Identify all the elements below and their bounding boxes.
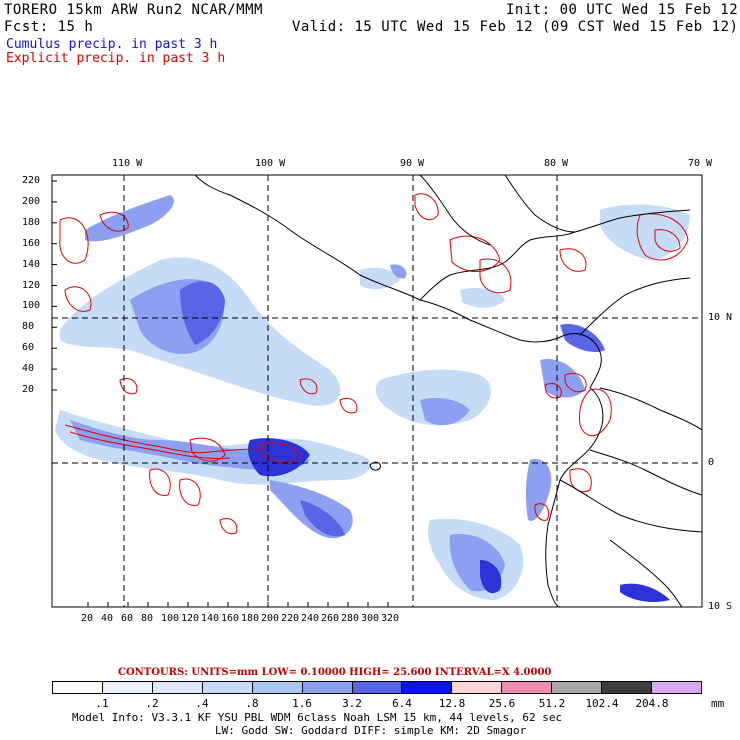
x-tick-label: 160: [221, 613, 240, 624]
x-tick-label: 40: [101, 613, 114, 624]
colorbar-swatch: [352, 682, 403, 693]
y-tick-label: 160: [22, 237, 41, 249]
x-tick-label: 60: [121, 613, 134, 624]
x-tick-label: 280: [341, 613, 360, 624]
colorbar-tick-label: 51.2: [538, 697, 566, 710]
x-tick-label: 300: [361, 613, 380, 624]
legend-explicit: Explicit precip. in past 3 h: [6, 51, 226, 66]
colorbar-units: mm: [711, 697, 725, 710]
y-tick-label: 60: [22, 342, 35, 354]
lat-label-0: 0: [708, 457, 715, 468]
colorbar-swatch: [402, 682, 453, 693]
x-tick-label: 200: [261, 613, 280, 624]
y-tick-label: 20: [22, 384, 35, 395]
contours-info: CONTOURS: UNITS=mm LOW= 0.10000 HIGH= 25…: [118, 667, 552, 678]
x-tick-label: 100: [161, 613, 180, 624]
lon-label-100w: 100 W: [255, 158, 286, 169]
colorbar-tick-label: 1.6: [292, 697, 312, 710]
x-tick-label: 20: [81, 613, 94, 624]
colorbar-swatch: [602, 682, 653, 693]
colorbar-swatch: [302, 682, 353, 693]
colorbar-tick-label: 204.8: [635, 697, 669, 710]
x-tick-label: 220: [281, 613, 300, 624]
colorbar-swatch: [452, 682, 503, 693]
colorbar-swatch: [152, 682, 203, 693]
model-info-line1: Model Info: V3.3.1 KF YSU PBL WDM 6class…: [72, 711, 563, 724]
colorbar-swatch: [252, 682, 303, 693]
colorbar-tick-label: .8: [245, 697, 259, 710]
y-tick-label: 40: [22, 363, 35, 375]
precip-colorbar: [52, 681, 702, 694]
forecast-hour: Fcst: 15 h: [4, 19, 94, 35]
model-info-line2: LW: Godd SW: Goddard DIFF: simple KM: 2D…: [215, 724, 527, 737]
lat-label-10n: 10 N: [708, 312, 733, 323]
run-title: TORERO 15km ARW Run2 NCAR/MMM: [4, 2, 263, 18]
y-tick-label: 140: [22, 258, 41, 270]
colorbar-tick-label: .2: [145, 697, 159, 710]
colorbar-swatch: [502, 682, 553, 693]
lon-label-110w: 110 W: [112, 158, 143, 169]
y-tick-label: 100: [22, 300, 41, 312]
colorbar-swatch: [652, 682, 701, 693]
x-tick-label: 320: [381, 613, 400, 624]
latlon-grid: [52, 175, 702, 607]
explicit-precip-contours: [59, 193, 689, 535]
x-tick-label: 260: [321, 613, 340, 624]
y-tick-label: 220: [22, 175, 41, 186]
colorbar-tick-label: 25.6: [488, 697, 516, 710]
y-axis-ticks: [52, 180, 57, 391]
legend-cumulus: Cumulus precip. in past 3 h: [6, 37, 218, 52]
x-tick-label: 120: [181, 613, 200, 624]
colorbar-tick-label: .4: [195, 697, 209, 710]
lat-label-10s: 10 S: [708, 601, 733, 612]
coastlines: [194, 175, 702, 607]
y-tick-label: 120: [22, 279, 41, 291]
y-tick-label: 200: [22, 195, 41, 207]
x-tick-label: 180: [241, 613, 260, 624]
colorbar-tick-label: 3.2: [342, 697, 362, 710]
colorbar-tick-label: 6.4: [392, 697, 412, 710]
colorbar-swatch: [202, 682, 253, 693]
colorbar-swatch: [102, 682, 153, 693]
map-frame: [51, 174, 703, 608]
init-time: Init: 00 UTC Wed 15 Feb 12: [506, 2, 739, 18]
colorbar-tick-label: 12.8: [438, 697, 466, 710]
lon-label-70w: 70 W: [688, 158, 713, 169]
colorbar-tick-label: .1: [95, 697, 109, 710]
colorbar-swatch: [53, 682, 103, 693]
y-tick-label: 180: [22, 216, 41, 228]
x-tick-label: 240: [301, 613, 320, 624]
lon-label-90w: 90 W: [400, 158, 425, 169]
y-tick-label: 80: [22, 321, 35, 333]
x-tick-label: 140: [201, 613, 220, 624]
cumulus-precip-field: [55, 195, 690, 603]
colorbar-swatch: [552, 682, 603, 693]
lon-label-80w: 80 W: [544, 158, 569, 169]
x-axis-ticks: [87, 602, 389, 607]
colorbar-tick-label: 102.4: [585, 697, 619, 710]
x-tick-label: 80: [141, 613, 154, 624]
valid-time: Valid: 15 UTC Wed 15 Feb 12 (09 CST Wed …: [292, 19, 739, 35]
